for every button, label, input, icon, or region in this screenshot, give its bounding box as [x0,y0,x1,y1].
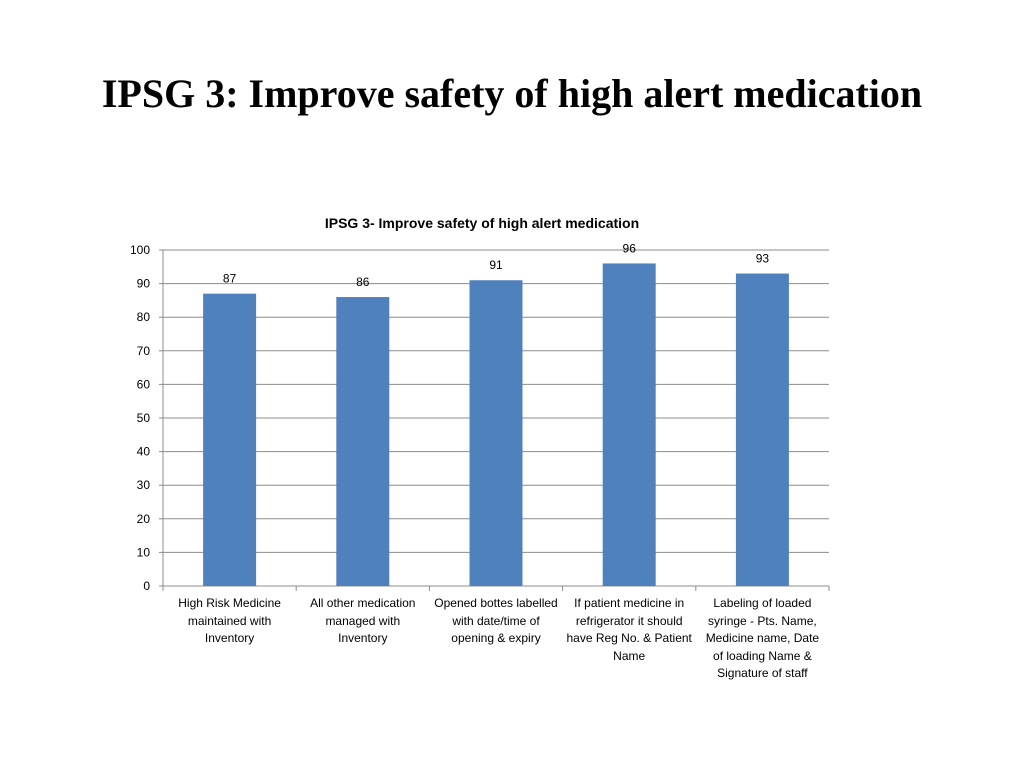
category-label: If patient medicine in refrigerator it s… [566,596,692,663]
category-label: Labeling of loaded syringe - Pts. Name, … [705,596,820,680]
y-tick-label: 60 [137,377,151,391]
y-tick-label: 90 [137,277,151,291]
data-label: 96 [623,241,637,255]
bar [469,280,523,586]
data-label: 93 [756,252,770,266]
data-label: 91 [489,258,503,272]
category-label: All other medication managed with Invent… [310,596,416,645]
y-tick-label: 40 [137,445,151,459]
slide-title: IPSG 3: Improve safety of high alert med… [101,71,923,116]
bar [735,273,789,586]
y-tick-label: 20 [137,512,151,526]
y-tick-label: 0 [143,579,150,593]
y-tick-label: 70 [137,344,151,358]
data-label: 86 [356,275,370,289]
y-tick-label: 50 [137,411,151,425]
y-tick-label: 100 [130,243,150,257]
y-tick-label: 80 [137,310,151,324]
bars [203,263,789,586]
axes: 0 10 20 30 40 50 60 70 80 90 100 [130,243,830,593]
y-tick-label: 10 [137,545,151,559]
chart-title: IPSG 3- Improve safety of high alert med… [325,215,639,231]
bar [336,297,390,586]
category-label: High Risk Medicine maintained with Inven… [178,596,281,645]
bar [203,293,257,586]
data-labels: 87 86 91 96 93 [223,241,769,289]
bar [602,263,656,586]
category-label: Opened bottes labelled with date/time of… [434,596,558,645]
data-label: 87 [223,272,237,286]
y-tick-label: 30 [137,478,151,492]
